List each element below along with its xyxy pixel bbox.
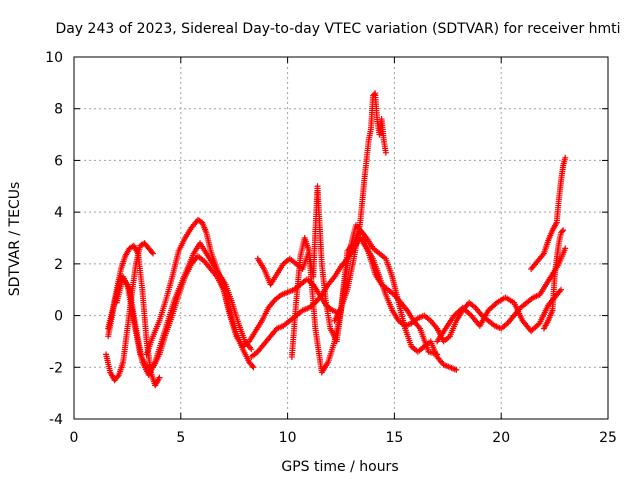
y-tick-label: 8 xyxy=(54,102,63,118)
y-tick-labels: -4 -2 0 2 4 6 8 10 xyxy=(45,50,63,428)
x-tick-label: 25 xyxy=(599,430,617,446)
x-tick-label: 0 xyxy=(70,430,79,446)
y-tick-label: 4 xyxy=(54,205,63,221)
data-point xyxy=(453,366,460,373)
data-point xyxy=(150,250,157,257)
x-axis-label: GPS time / hours xyxy=(281,459,398,475)
data-point xyxy=(562,154,569,161)
y-tick-label: -4 xyxy=(49,412,63,428)
series-arc-12 xyxy=(528,154,569,273)
data-point xyxy=(562,245,569,252)
x-tick-label: 10 xyxy=(279,430,297,446)
series-arc-5 xyxy=(143,216,342,358)
x-tick-labels: 0 5 10 15 20 25 xyxy=(70,430,617,446)
y-tick-label: 6 xyxy=(54,153,63,169)
x-tick-label: 20 xyxy=(492,430,510,446)
data-point xyxy=(371,91,378,98)
axis-ticks xyxy=(73,56,609,420)
data-point xyxy=(559,228,566,235)
data-point xyxy=(148,249,155,256)
y-axis-label: SDTVAR / TECUs xyxy=(7,182,23,297)
series-arc-13 xyxy=(540,227,567,332)
series-arc-4 xyxy=(113,240,255,379)
series-arc-1 xyxy=(103,240,157,384)
x-tick-label: 15 xyxy=(385,430,403,446)
data-point xyxy=(382,149,389,156)
data-point xyxy=(250,364,257,371)
y-tick-label: 0 xyxy=(54,309,63,325)
data-point xyxy=(558,286,565,293)
series-arc-9 xyxy=(331,90,389,324)
data-point xyxy=(560,227,567,234)
x-tick-label: 5 xyxy=(176,430,185,446)
plot-frame xyxy=(73,56,609,420)
data-point xyxy=(114,373,121,380)
data-point xyxy=(156,374,163,381)
data-point xyxy=(434,351,441,358)
series-arc-10 xyxy=(357,235,569,345)
chart-title: Day 243 of 2023, Sidereal Day-to-day VTE… xyxy=(55,21,620,37)
series-arc-11 xyxy=(434,286,565,345)
data-point xyxy=(249,362,256,369)
data-point xyxy=(248,346,255,353)
data-points xyxy=(103,90,569,389)
y-tick-label: 10 xyxy=(45,50,63,66)
y-tick-label: 2 xyxy=(54,257,63,273)
y-tick-label: -2 xyxy=(49,360,63,376)
